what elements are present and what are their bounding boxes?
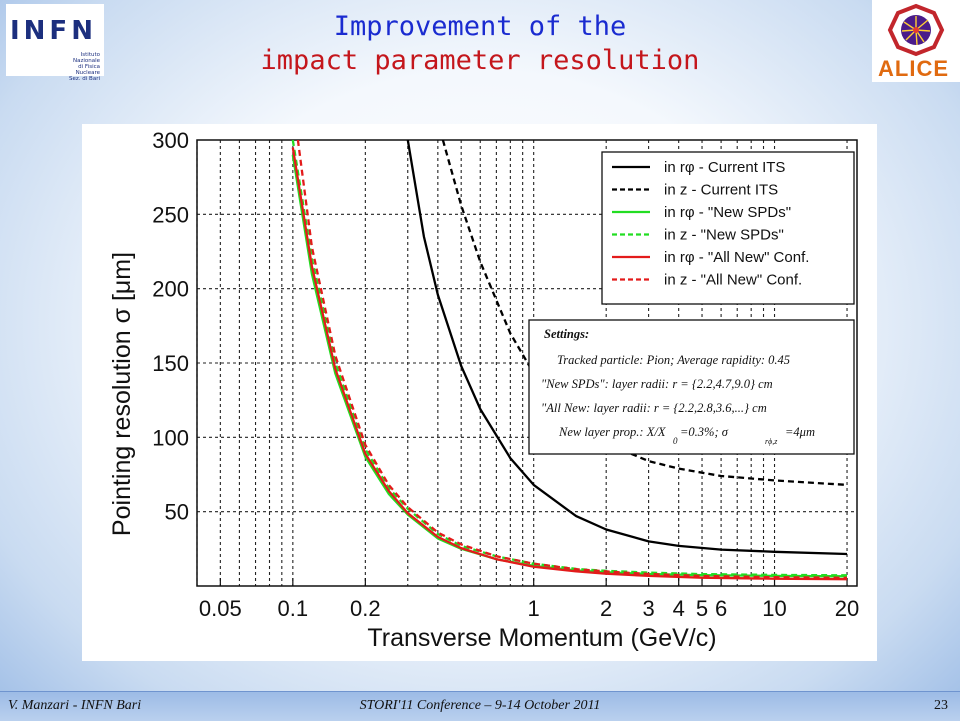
- y-axis-label: Pointing resolution σ [μm]: [108, 252, 136, 536]
- x-tick-label: 1: [528, 596, 540, 621]
- infn-logo: INFN Istituto Nazionale di Fisica Nuclea…: [6, 4, 104, 82]
- footer-author: V. Manzari - INFN Bari: [8, 698, 142, 713]
- plot-frame: [196, 139, 858, 587]
- legend: in rφ - Current ITS in z - Current ITS in …: [601, 151, 855, 305]
- y-tick-label: 250: [152, 202, 189, 227]
- legend-entry: in rφ - "New SPDs": [664, 204, 791, 221]
- infn-logo-letters: INFN: [10, 16, 97, 46]
- y-tick-label: 150: [152, 351, 189, 376]
- x-tick-label: 4: [673, 596, 685, 621]
- alice-logo: ALICE: [872, 0, 960, 82]
- legend-entry: in z - "All New" Conf.: [664, 272, 802, 289]
- y-tick-label: 50: [165, 500, 189, 525]
- series-layer: [291, 140, 848, 581]
- settings-box: Settings: Tracked particle: Pion; Average…: [528, 319, 855, 455]
- settings-line: "New SPDs": layer radii: r = {2.2,4.7,9.…: [541, 377, 773, 391]
- infn-logo-caption: Istituto Nazionale di Fisica Nucleare Se…: [69, 52, 100, 82]
- footer-conference: STORI'11 Conference – 9-14 October 2011: [359, 698, 601, 713]
- settings-line: =0.3%; σ: [680, 425, 729, 439]
- resolution-chart: 0.05 0.1 0.2 1 2 3 4 5 6 10 20 50 100 150 200 250 300 in…: [108, 128, 859, 652]
- footer-bar: V. Manzari - INFN Bari STORI'11 Conferen…: [0, 691, 960, 721]
- settings-heading: Settings:: [544, 327, 589, 341]
- alice-logo-emblem: [887, 3, 945, 57]
- slide-title: Improvement of the impact parameter reso…: [150, 10, 810, 78]
- series-line-5: [291, 147, 848, 581]
- x-tick-label: 6: [715, 596, 727, 621]
- x-tick-label: 0.2: [350, 596, 381, 621]
- legend-entry: in z - "New SPDs": [664, 227, 784, 244]
- x-tick-label: 10: [762, 596, 786, 621]
- x-tick-label: 3: [642, 596, 654, 621]
- x-axis-label: Transverse Momentum (GeV/c): [367, 624, 716, 652]
- series-line-1: [406, 140, 848, 556]
- settings-line: Tracked particle: Pion; Average rapidity…: [557, 353, 790, 367]
- axes: 0.05 0.1 0.2 1 2 3 4 5 6 10 20 50 100 150 200 250 300: [152, 128, 859, 621]
- x-tick-label: 5: [696, 596, 708, 621]
- x-tick-label: 0.1: [278, 596, 309, 621]
- legend-entry: in rφ - Current ITS: [664, 159, 785, 176]
- settings-subscript: rϕ,z: [765, 437, 778, 446]
- series-line-6: [296, 140, 848, 579]
- alice-logo-text: ALICE: [878, 56, 949, 81]
- page-number: 23: [934, 698, 948, 713]
- settings-line: "All New: layer radii: r = {2.2,2.8,3.6,…: [541, 401, 767, 415]
- settings-subscript: 0: [673, 436, 678, 446]
- legend-entry: in rφ - "All New" Conf.: [664, 249, 809, 266]
- y-tick-label: 300: [152, 128, 189, 153]
- title-line2: impact parameter resolution: [260, 45, 700, 76]
- x-tick-label: 0.05: [199, 596, 242, 621]
- title-line1: Improvement of the: [333, 11, 627, 42]
- legend-entry: in z - Current ITS: [664, 182, 778, 199]
- y-tick-label: 100: [152, 425, 189, 450]
- y-tick-label: 200: [152, 277, 189, 302]
- settings-line: New layer prop.: X/X: [558, 425, 667, 439]
- settings-frame: [528, 319, 855, 455]
- settings-line: =4μm: [785, 425, 815, 439]
- x-tick-label: 20: [835, 596, 859, 621]
- x-tick-label: 2: [600, 596, 612, 621]
- plot-panel: 0.05 0.1 0.2 1 2 3 4 5 6 10 20 50 100 150 200 250 300 in…: [82, 124, 877, 661]
